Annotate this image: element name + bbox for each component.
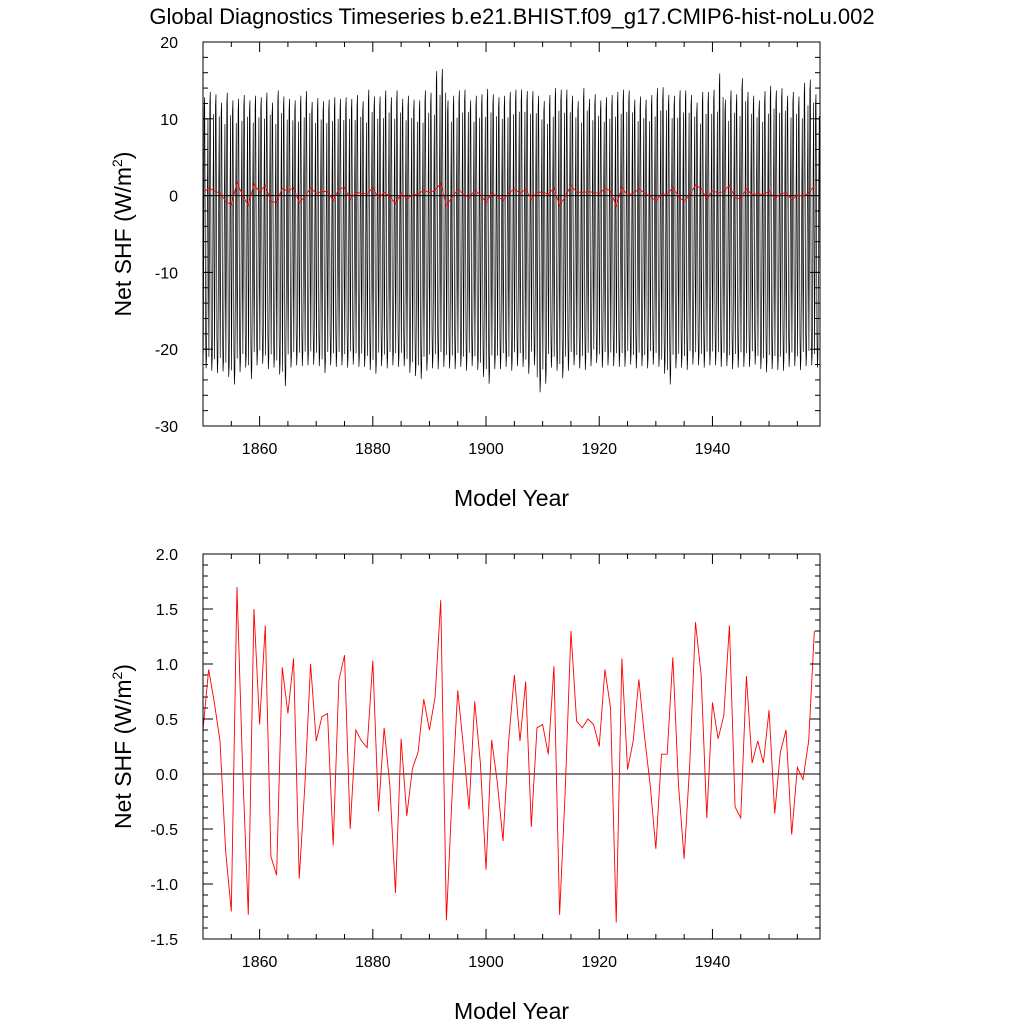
y-tick-label: -0.5 — [150, 822, 178, 839]
y-tick-label: 1.0 — [156, 657, 178, 674]
y-tick-label: 1.5 — [156, 602, 178, 619]
x-tick-label: 1920 — [581, 441, 617, 458]
y-tick-label: 2.0 — [156, 547, 178, 564]
y-tick-label: 0 — [169, 189, 178, 206]
x-axis-title: Model Year — [454, 485, 569, 511]
x-tick-label: 1940 — [695, 954, 731, 971]
y-tick-label: -10 — [155, 265, 178, 282]
x-tick-label: 1880 — [355, 954, 391, 971]
y-tick-label: -1.0 — [150, 877, 178, 894]
annual-series-line — [203, 586, 815, 923]
bottom-panel: 1860 1880 1900 1920 1940 -1.5 -1.0 -0.5 0.0 0.5 1.… — [109, 547, 821, 1024]
x-tick-label: 1900 — [468, 441, 504, 458]
plot-frame — [202, 553, 821, 940]
y-tick-label: 0.5 — [156, 712, 178, 729]
y-tick-label: 10 — [160, 112, 178, 129]
x-tick-label: 1860 — [242, 954, 278, 971]
y-tick-label: -20 — [155, 342, 178, 359]
x-tick-label: 1880 — [355, 441, 391, 458]
x-tick-label: 1860 — [242, 441, 278, 458]
y-tick-label: -30 — [155, 419, 178, 436]
y-tick-label: 20 — [160, 35, 178, 52]
y-tick-label: -1.5 — [150, 932, 178, 949]
figure-title: Global Diagnostics Timeseries b.e21.BHIS… — [149, 4, 874, 29]
x-axis-title: Model Year — [454, 998, 569, 1024]
monthly-series-line — [203, 68, 820, 393]
x-tick-label: 1940 — [695, 441, 731, 458]
y-tick-label: 0.0 — [156, 767, 178, 784]
x-tick-label: 1920 — [581, 954, 617, 971]
top-panel: 1860 1880 1900 1920 1940 -30 -20 -10 0 10 20 Model … — [109, 35, 821, 511]
y-axis-title: Net SHF (W/m2) — [109, 152, 136, 317]
y-axis-title: Net SHF (W/m2) — [109, 664, 136, 829]
x-tick-label: 1900 — [468, 954, 504, 971]
plot-frame — [202, 41, 821, 427]
